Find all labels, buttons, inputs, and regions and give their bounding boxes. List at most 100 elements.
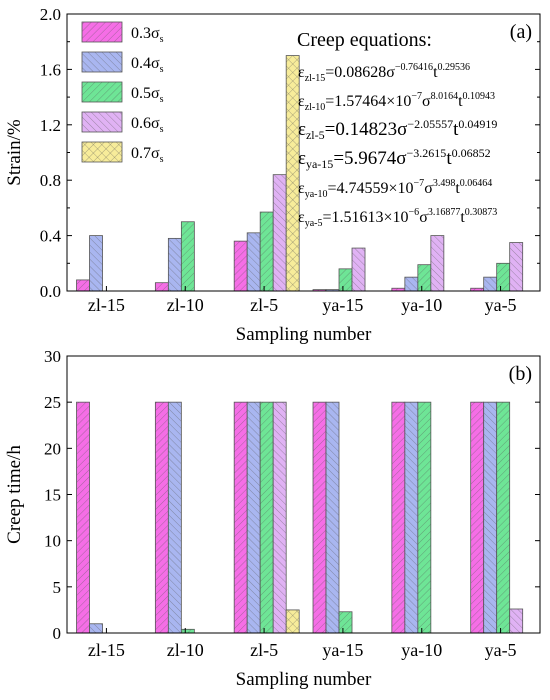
bar — [351, 247, 366, 292]
bar-hatch — [154, 282, 169, 292]
bar — [325, 401, 340, 634]
bar-hatch — [154, 401, 169, 634]
bar — [417, 401, 432, 634]
legend-swatch-hatch — [81, 111, 123, 133]
bar — [154, 401, 169, 634]
x-axis-label: Sampling number — [236, 669, 372, 690]
bar-hatch — [338, 268, 353, 292]
bar-hatch — [167, 401, 182, 634]
legend-label: 0.3σs — [131, 25, 164, 45]
x-tick-label: zl-5 — [250, 295, 278, 315]
y-tick-label: 30 — [44, 347, 61, 366]
bar-hatch — [404, 276, 419, 292]
bar-hatch — [483, 401, 498, 634]
equations-title: Creep equations: — [297, 29, 432, 51]
legend-label: 0.5σs — [131, 85, 164, 105]
legend-label: 0.4σs — [131, 55, 164, 75]
y-tick-label: 1.2 — [40, 116, 61, 135]
y-tick-label: 0.8 — [40, 171, 61, 190]
equation-line: εya-5=1.51613×10−6σ3.16877t0.30873 — [298, 207, 497, 229]
bar-hatch — [509, 242, 524, 292]
bar-hatch — [76, 401, 90, 634]
bar — [180, 221, 195, 292]
bar — [259, 211, 274, 292]
bar-hatch — [233, 240, 248, 292]
bar — [233, 240, 248, 292]
bar-hatch — [285, 609, 300, 634]
y-tick-label: 0.4 — [40, 227, 62, 246]
y-tick-label: 5 — [53, 578, 62, 597]
bar — [338, 268, 353, 292]
legend-swatch-hatch — [81, 81, 123, 103]
bar-hatch — [285, 55, 300, 292]
y-tick-label: 0.0 — [40, 282, 61, 301]
bar — [89, 235, 103, 292]
panel-a-strain-chart: 0.0 0.4 0.8 1.2 1.6 2.0 zl-15 zl-10 zl-5 ya-15 ya-… — [4, 5, 541, 345]
bar-hatch — [89, 623, 103, 634]
panel-label: (b) — [509, 363, 532, 385]
bar — [404, 401, 419, 634]
x-tick-label: zl-10 — [167, 295, 204, 315]
legend: 0.3σs 0.4σs 0.5σs 0.6σs 0.7σs — [81, 21, 164, 165]
y-tick-label: 2.0 — [40, 5, 61, 24]
bar-hatch — [470, 401, 485, 634]
x-tick-label: ya-15 — [322, 640, 363, 660]
bar-hatch — [246, 401, 261, 634]
bar-hatch — [351, 247, 366, 292]
panel-b-creep-time-chart: 0 5 10 15 20 25 30 zl-15 zl-10 zl-5 ya-15 ya-10 ya-5… — [4, 347, 541, 690]
bar-hatch — [180, 628, 195, 634]
bar — [285, 609, 300, 634]
x-tick-label: ya-10 — [401, 295, 442, 315]
bar — [233, 401, 248, 634]
bar-hatch — [312, 401, 327, 634]
bar — [272, 174, 287, 292]
y-tick-label: 10 — [44, 532, 61, 551]
bar-hatch — [509, 608, 524, 634]
bar — [246, 401, 261, 634]
bar — [391, 401, 406, 634]
bar-hatch — [496, 401, 511, 634]
x-tick-label: ya-15 — [322, 295, 363, 315]
legend-swatch-hatch — [81, 141, 123, 163]
bar-hatch — [483, 276, 498, 292]
x-tick-label: ya-10 — [401, 640, 442, 660]
equation-line: εya-15=5.9674σ−3.2615t0.06852 — [298, 146, 491, 171]
bar-hatch — [233, 401, 248, 634]
equation-line: εzl-15=0.08628σ−0.76416t0.29536 — [298, 62, 470, 84]
bar — [76, 279, 90, 292]
equation-line: εzl-10=1.57464×10−7σ8.0164t0.10943 — [298, 91, 495, 113]
bar-hatch — [272, 174, 287, 292]
bar-hatch — [167, 237, 182, 292]
bar-hatch — [391, 401, 406, 634]
legend-item: 0.3σs — [81, 21, 164, 45]
y-tick-label: 20 — [44, 439, 61, 458]
bar — [470, 401, 485, 634]
legend-label: 0.6σs — [131, 115, 164, 135]
bar — [496, 401, 511, 634]
bar — [312, 401, 327, 634]
bar — [285, 55, 300, 292]
bar — [154, 282, 169, 292]
bar-hatch — [430, 235, 445, 292]
y-tick-label: 0 — [53, 624, 62, 643]
bar-hatch — [325, 401, 340, 634]
bar — [272, 401, 287, 634]
x-tick-label: zl-15 — [88, 640, 125, 660]
legend-swatch-hatch — [81, 51, 123, 73]
legend-swatch-hatch — [81, 21, 123, 43]
panel-label: (a) — [510, 21, 532, 43]
x-tick-label: ya-5 — [485, 295, 517, 315]
bar — [509, 242, 524, 292]
bar-hatch — [180, 221, 195, 292]
bar — [483, 276, 498, 292]
bar — [430, 235, 445, 292]
y-tick-label: 1.6 — [40, 60, 61, 79]
bar-hatch — [338, 611, 353, 634]
bar-hatch — [404, 401, 419, 634]
x-tick-label: ya-5 — [485, 640, 517, 660]
x-tick-label: zl-10 — [167, 640, 204, 660]
bar-hatch — [76, 279, 90, 292]
plot-frame — [66, 355, 541, 634]
bar-hatch — [417, 401, 432, 634]
